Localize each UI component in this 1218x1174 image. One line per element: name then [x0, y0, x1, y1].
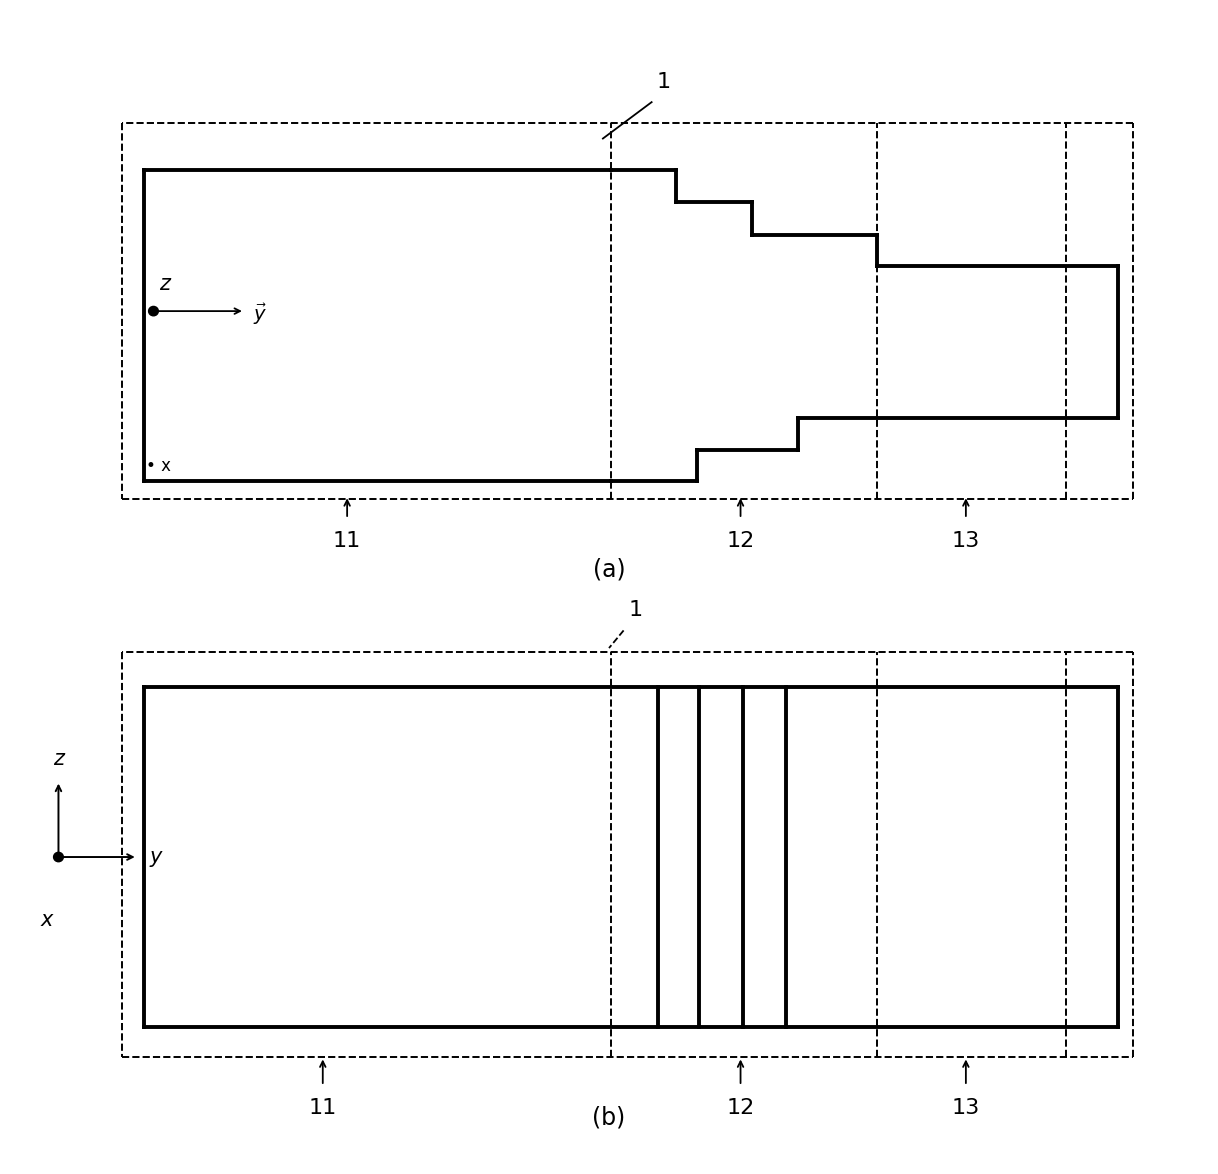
Text: z: z: [160, 274, 171, 294]
Text: 12: 12: [726, 531, 755, 551]
Text: 11: 11: [333, 531, 362, 551]
Text: 1: 1: [628, 600, 643, 620]
Text: 13: 13: [951, 1098, 980, 1118]
Text: 12: 12: [726, 1098, 755, 1118]
Text: z: z: [52, 749, 65, 769]
Text: x: x: [40, 910, 52, 930]
Text: 13: 13: [951, 531, 980, 551]
Text: y: y: [150, 846, 162, 868]
Text: 1: 1: [657, 72, 671, 92]
Text: (b): (b): [592, 1106, 626, 1129]
Text: (a): (a): [593, 558, 625, 581]
Text: $\vec{y}$: $\vec{y}$: [253, 302, 268, 328]
Text: • x: • x: [146, 458, 172, 475]
Text: 11: 11: [308, 1098, 337, 1118]
